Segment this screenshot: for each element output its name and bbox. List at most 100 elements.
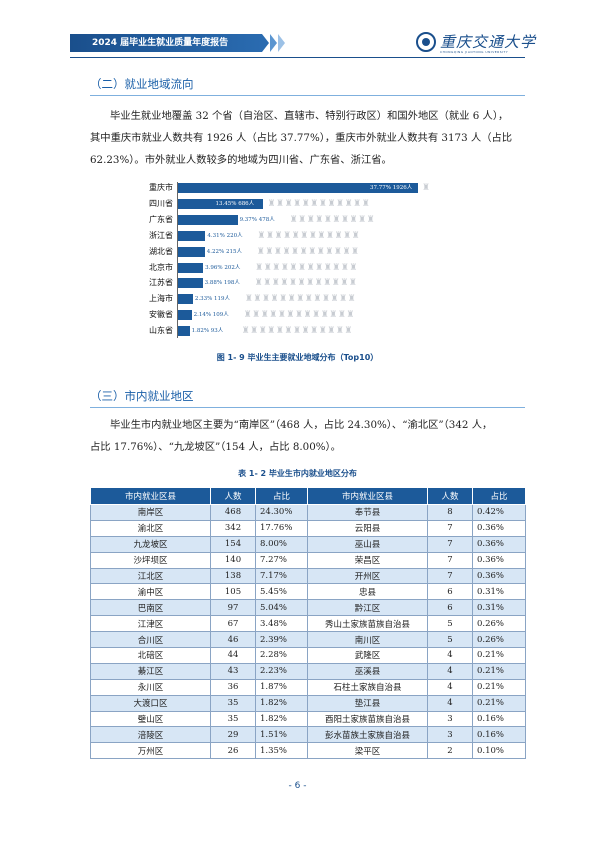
- logo-english-name: CHONGQING JIAOTONG UNIVERSITY: [440, 50, 509, 54]
- table-cell: 17.76%: [255, 519, 308, 537]
- table-cell: 0.36%: [472, 567, 526, 585]
- table-cell: 7: [427, 551, 473, 569]
- table-cell: 105: [210, 583, 256, 601]
- table-cell: 南岸区: [90, 504, 211, 521]
- table-cell: 0.26%: [472, 631, 526, 649]
- table-row: 万州区 26 1.35% 梁平区 2 0.10%: [90, 742, 526, 760]
- category-label: 湖北省: [149, 246, 173, 256]
- chart-bar: [178, 214, 238, 225]
- table-cell: 35: [210, 694, 256, 712]
- table-cell: 武隆区: [307, 647, 428, 664]
- section-heading-region-flow: （二）就业地域流向: [90, 77, 194, 91]
- chart-bar: [178, 278, 203, 289]
- paragraph-line: 毕业生市内就业地区主要为“南岸区”（468 人，占比 24.30%）、“渝北区”…: [110, 419, 493, 431]
- table-cell: 8: [427, 504, 473, 521]
- category-label: 浙江省: [149, 230, 173, 240]
- table-cell: 合川区: [90, 631, 211, 649]
- chart-bar: [178, 326, 190, 337]
- table-row: 璧山区 35 1.82% 酉阳土家族苗族自治县 3 0.16%: [90, 710, 526, 728]
- data-label: 13.45% 686人: [215, 200, 255, 207]
- table-cell: 璧山区: [90, 710, 211, 728]
- data-label: 2.33% 119人: [194, 296, 231, 303]
- table-row: 綦江区 43 2.23% 巫溪县 4 0.21%: [90, 662, 526, 680]
- table-cell: 0.36%: [472, 551, 526, 569]
- header-banner: [70, 34, 262, 52]
- table-cell: 忠县: [307, 583, 428, 601]
- data-label: 37.77% 1926人: [370, 185, 413, 191]
- table-row: 江北区 138 7.17% 开州区 7 0.36%: [90, 567, 526, 585]
- table-cell: 0.16%: [472, 710, 526, 728]
- table-cell: 36: [210, 678, 256, 696]
- table-cell: 2: [427, 742, 473, 760]
- table-cell: 黔江区: [307, 599, 428, 617]
- table-cell: 24.30%: [255, 504, 308, 521]
- placeholder-icon-row: ♜: [422, 183, 431, 193]
- table-cell: 酉阳土家族苗族自治县: [307, 710, 428, 728]
- category-label: 重庆市: [149, 183, 173, 192]
- table-cell: 九龙坡区: [90, 535, 211, 553]
- table-cell: 35: [210, 710, 256, 728]
- table-cell: 5: [427, 615, 473, 633]
- y-axis: [177, 182, 178, 338]
- paragraph-city-districts: 毕业生市内就业地区主要为“南岸区”（468 人，占比 24.30%）、“渝北区”…: [90, 414, 525, 458]
- data-label: 3.88% 198人: [204, 280, 240, 287]
- paragraph-line: 毕业生就业地覆盖 32 个省（自治区、直辖市、特别行政区）和国外地区（就业 6 …: [110, 110, 509, 122]
- table-row: 涪陵区 29 1.51% 彭水苗族土家族自治县 3 0.16%: [90, 726, 526, 744]
- table-cell: 云阳县: [307, 519, 428, 537]
- placeholder-icon-row: ♜♜♜♜♜♜♜♜♜♜♜♜: [254, 278, 358, 289]
- table-row: 大渡口区 35 1.82% 垫江县 4 0.21%: [90, 694, 526, 712]
- section-divider: [90, 407, 525, 408]
- table-row: 北碚区 44 2.28% 武隆区 4 0.21%: [90, 647, 526, 664]
- chart-bar: [178, 262, 204, 273]
- table-cell: 29: [210, 726, 256, 744]
- paragraph-line: 62.23%）。市外就业人数较多的地域为四川省、广东省、浙江省。: [90, 154, 392, 166]
- table-cell: 0.36%: [472, 519, 526, 537]
- table-cell: 0.10%: [472, 742, 526, 760]
- table-cell: 垫江县: [307, 694, 428, 712]
- placeholder-icon-row: ♜♜♜♜♜♜♜♜♜♜♜♜: [255, 262, 358, 273]
- column-header: 人数: [210, 487, 256, 505]
- table-cell: 67: [210, 615, 256, 633]
- data-label: 3.96% 202人: [205, 264, 241, 271]
- page-number: - 6 -: [288, 781, 307, 791]
- table-cell: 0.42%: [472, 504, 526, 521]
- table-cell: 万州区: [90, 742, 211, 760]
- category-label: 山东省: [149, 326, 173, 336]
- table-cell: 北碚区: [90, 647, 211, 664]
- data-label: 9.37% 478人: [239, 216, 275, 223]
- table-cell: 140: [210, 551, 256, 569]
- column-header: 占比: [472, 487, 526, 505]
- table-row: 合川区 46 2.39% 南川区 5 0.26%: [90, 631, 526, 649]
- table-cell: 1.82%: [255, 710, 308, 728]
- data-label: 4.22% 215人: [206, 248, 242, 255]
- category-label: 安徽省: [149, 310, 173, 320]
- category-label: 四川省: [149, 198, 173, 208]
- table-row: 江津区 67 3.48% 秀山土家族苗族自治县 5 0.26%: [90, 615, 526, 633]
- table-cell: 石柱土家族自治县: [307, 678, 428, 696]
- table-cell: 2.28%: [255, 647, 308, 664]
- placeholder-icon-row: ♜♜♜♜♜♜♜♜♜♜: [289, 214, 376, 225]
- table-cell: 江北区: [90, 567, 211, 585]
- table-cell: 南川区: [307, 631, 428, 649]
- table-row: 九龙坡区 154 8.00% 巫山县 7 0.36%: [90, 535, 526, 553]
- chevron-icon: [262, 34, 269, 52]
- table-cell: 开州区: [307, 567, 428, 585]
- table-cell: 1.82%: [255, 694, 308, 712]
- paragraph-region-flow: 毕业生就业地覆盖 32 个省（自治区、直辖市、特别行政区）和国外地区（就业 6 …: [90, 105, 525, 171]
- district-table: 市内就业区县 人数 占比 市内就业区县 人数 占比 南岸区 468 24.30% 奉节…: [90, 487, 526, 760]
- data-label: 1.82% 93人: [191, 328, 224, 335]
- category-label: 上海市: [149, 294, 173, 304]
- table-row: 沙坪坝区 140 7.27% 荣昌区 7 0.36%: [90, 551, 526, 569]
- table-cell: 7: [427, 519, 473, 537]
- chart-bar: [178, 183, 418, 193]
- table-cell: 7.27%: [255, 551, 308, 569]
- table-caption: 表 1- 2 毕业生市内就业地区分布: [238, 469, 357, 478]
- table-cell: 梁平区: [307, 742, 428, 760]
- placeholder-icon-row: ♜♜♜♜♜♜♜♜♜♜♜♜: [257, 230, 361, 241]
- table-cell: 5: [427, 631, 473, 649]
- section-heading-city-districts: （三）市内就业地区: [90, 389, 194, 403]
- table-cell: 97: [210, 599, 256, 617]
- table-cell: 7.17%: [255, 567, 308, 585]
- table-cell: 0.31%: [472, 599, 526, 617]
- category-label: 广东省: [149, 214, 173, 224]
